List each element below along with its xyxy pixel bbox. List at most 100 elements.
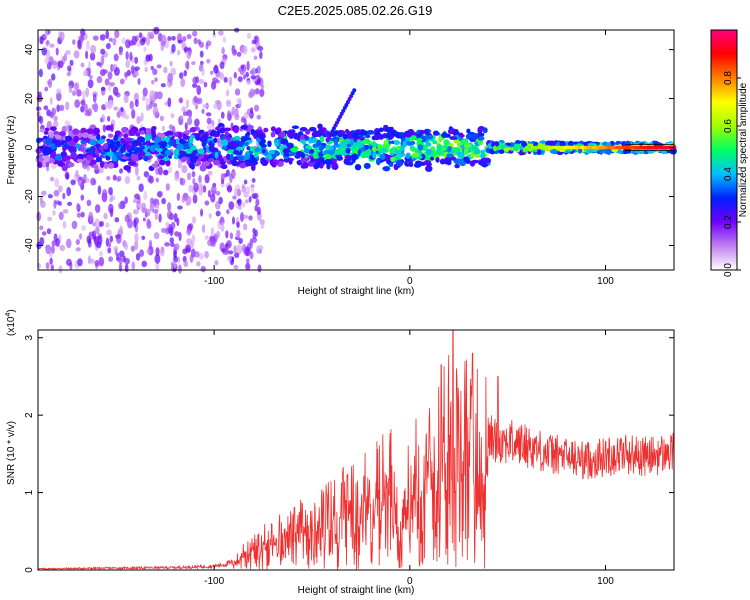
spectrogram-noise-cell <box>169 124 174 130</box>
spectrogram-noise-cell <box>100 48 106 55</box>
spectrogram-band-cell <box>50 142 56 150</box>
spectrogram-noise-cell <box>162 169 169 176</box>
spectrogram-band-cell <box>76 158 84 163</box>
spectrogram-noise-cell <box>96 242 102 249</box>
spectrogram-band-cell <box>44 138 53 146</box>
spectrogram-noise-cell <box>147 31 154 38</box>
spectrogram-noise-cell <box>215 79 220 84</box>
spectrogram-noise-cell <box>201 108 205 114</box>
spectrogram-noise-cell <box>56 104 60 113</box>
spectrogram-noise-cell <box>94 260 100 267</box>
spectrogram-noise-cell <box>138 183 144 192</box>
spectrogram-band-cell <box>396 145 401 151</box>
spectrogram-band-cell <box>157 155 165 159</box>
spectrogram-noise-cell <box>50 264 55 270</box>
spectrogram-band-cell <box>344 128 350 134</box>
spectrogram-noise-cell <box>152 68 158 76</box>
spectrogram-noise-cell <box>149 90 156 100</box>
spectrogram-noise-cell <box>56 88 62 94</box>
spectrogram-noise-cell <box>91 230 97 240</box>
spectrogram-band-cell <box>423 160 432 165</box>
spectrogram-noise-cell <box>149 197 154 204</box>
spectrogram-noise-cell <box>141 235 146 241</box>
spectrogram-noise-cell <box>64 120 71 127</box>
spectrogram-band-cell <box>335 153 342 159</box>
spectrogram-noise-cell <box>185 244 191 253</box>
spectrogram-noise-cell <box>41 231 47 236</box>
spectrogram-noise-cell <box>134 56 139 64</box>
spectrogram-band-cell <box>429 156 435 161</box>
spectrogram-noise-cell <box>132 198 139 204</box>
spectrogram-band-cell <box>623 148 629 155</box>
spectrogram-band-cell <box>333 148 342 155</box>
spectrogram-band-cell <box>99 160 105 168</box>
spectrogram-noise-cell <box>210 193 216 203</box>
spectrogram-noise-cell <box>102 69 108 74</box>
spectrogram-band-cell <box>354 163 362 171</box>
spectrogram-band-cell <box>177 132 182 140</box>
spectrogram-noise-cell <box>205 112 212 117</box>
spectrogram-noise-cell <box>125 59 131 69</box>
spectrogram-band-cell <box>454 163 460 169</box>
spectrogram-band-cell <box>325 159 333 165</box>
spectrogram-band-cell <box>220 164 228 170</box>
spectrogram-noise-cell <box>208 213 212 219</box>
spectrogram-band-cell <box>274 141 280 147</box>
spectrogram-noise-cell <box>211 120 215 127</box>
spectrogram-noise-cell <box>221 248 225 253</box>
spectrogram-noise-cell <box>189 240 195 249</box>
spectrogram-band-cell <box>303 148 310 154</box>
spectrogram-band-cell <box>413 152 419 157</box>
spectrogram-noise-cell <box>44 57 49 64</box>
spectrogram-band-cell <box>261 159 269 167</box>
spectrogram-band-cell <box>399 131 404 138</box>
spectrogram-branch-cell <box>335 120 340 125</box>
spectrogram-noise-cell <box>50 163 57 169</box>
spectrogram-noise-cell <box>191 83 198 88</box>
spectrogram-noise-cell <box>256 206 261 216</box>
spectrogram-noise-cell <box>207 170 213 176</box>
spectrogram-band-cell <box>121 155 130 160</box>
spectrogram-noise-cell <box>84 110 91 117</box>
spectrogram-band-cell <box>220 139 229 147</box>
spectrogram-band-cell <box>453 139 460 144</box>
spectrogram-band-cell <box>503 147 510 152</box>
spectrogram-noise-cell <box>165 183 171 191</box>
spectrogram-noise-cell <box>167 202 172 212</box>
spectrogram-noise-cell <box>38 115 44 125</box>
spectrogram-band-cell <box>140 145 146 150</box>
spectrogram-noise-cell <box>180 115 184 120</box>
spectrogram-noise-cell <box>229 232 234 240</box>
spectrogram-band-cell <box>52 138 57 144</box>
spectrogram-band-cell <box>288 151 296 157</box>
snr-x-ticks: -100 0 100 <box>204 330 614 587</box>
spectrogram-noise-cell <box>225 89 230 97</box>
spectrogram-band-cell <box>93 127 100 135</box>
spectrogram-band-cell <box>67 146 76 152</box>
spectrogram-band-cell <box>190 163 195 170</box>
spectrogram-noise-cell <box>134 166 139 176</box>
spectrogram-noise-cell <box>133 217 139 225</box>
spectrogram-noise-cell <box>256 65 261 74</box>
spectrogram-band-cell <box>154 136 160 144</box>
spectrogram-noise-cell <box>41 190 47 196</box>
spectrogram-band-cell <box>432 140 438 145</box>
spectrogram-noise-cell <box>187 172 192 181</box>
spectrogram-band-cell <box>605 147 612 155</box>
spectrogram-band-cell <box>280 138 288 145</box>
spectrogram-band-cell <box>250 129 256 134</box>
spectrogram-noise-cell <box>255 198 260 207</box>
spectrogram-noise-cell <box>219 61 225 70</box>
spectrogram-noise-cell <box>142 87 148 97</box>
spectrogram-band-cell <box>110 145 118 153</box>
colorbar: 0.0 0.2 0.4 0.6 0.8 Normalized spectral ampl… <box>710 29 749 277</box>
spectrogram-band-cell <box>233 149 240 155</box>
spectrogram-band-cell <box>389 148 394 154</box>
spectrogram-band-cell <box>385 126 393 133</box>
spectrogram-noise-cell <box>225 230 229 239</box>
spectrogram-band-cell <box>136 136 145 143</box>
spectrogram-noise-cell <box>134 99 139 107</box>
spectrogram-band-cell <box>328 145 335 151</box>
spectrogram-band-cell <box>55 141 62 146</box>
spectrogram-noise-cell <box>210 227 215 237</box>
